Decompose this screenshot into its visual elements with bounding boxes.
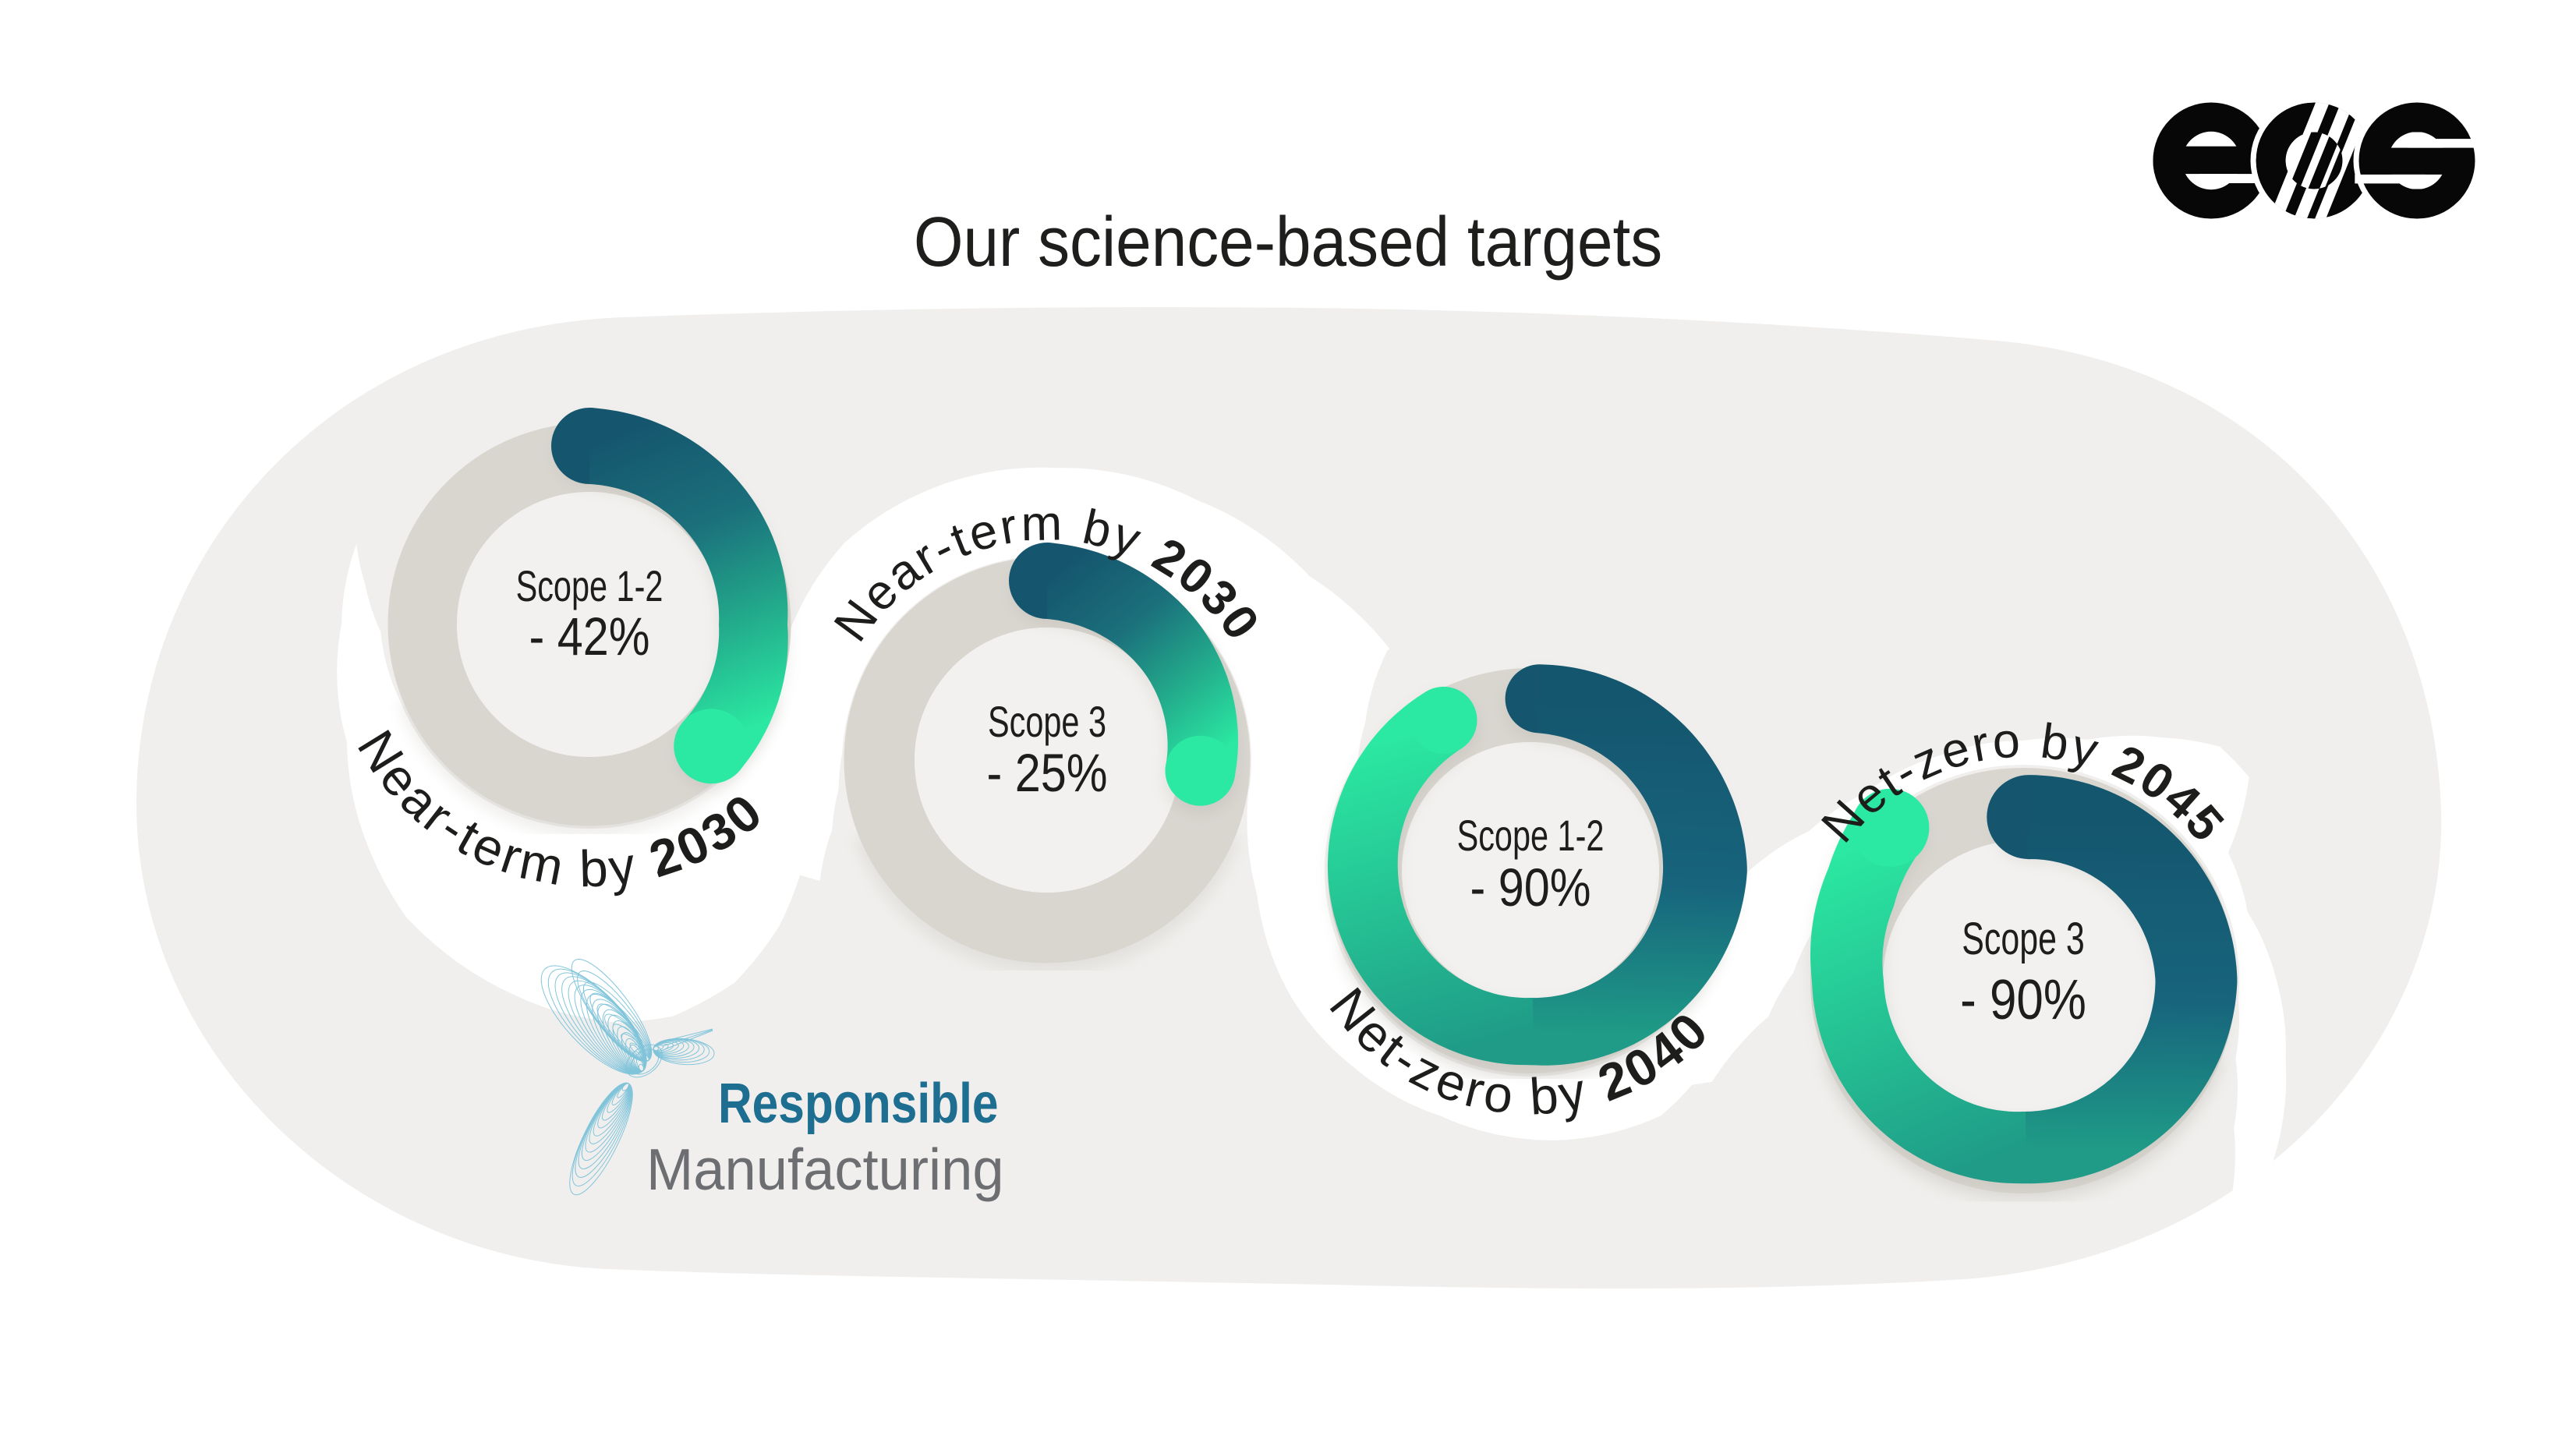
svg-text:Manufacturing: Manufacturing: [646, 1137, 1004, 1202]
svg-text:Scope 3: Scope 3: [988, 698, 1106, 747]
svg-text:- 42%: - 42%: [529, 606, 649, 666]
svg-text:- 25%: - 25%: [986, 743, 1107, 803]
svg-text:Scope 1-2: Scope 1-2: [1457, 811, 1605, 861]
svg-text:- 90%: - 90%: [1470, 857, 1591, 918]
svg-text:- 90%: - 90%: [1960, 969, 2086, 1031]
svg-text:Our science-based targets: Our science-based targets: [914, 203, 1662, 281]
svg-text:Responsible: Responsible: [718, 1073, 998, 1135]
svg-text:Scope 1-2: Scope 1-2: [516, 562, 663, 611]
svg-text:Scope 3: Scope 3: [1962, 914, 2084, 964]
